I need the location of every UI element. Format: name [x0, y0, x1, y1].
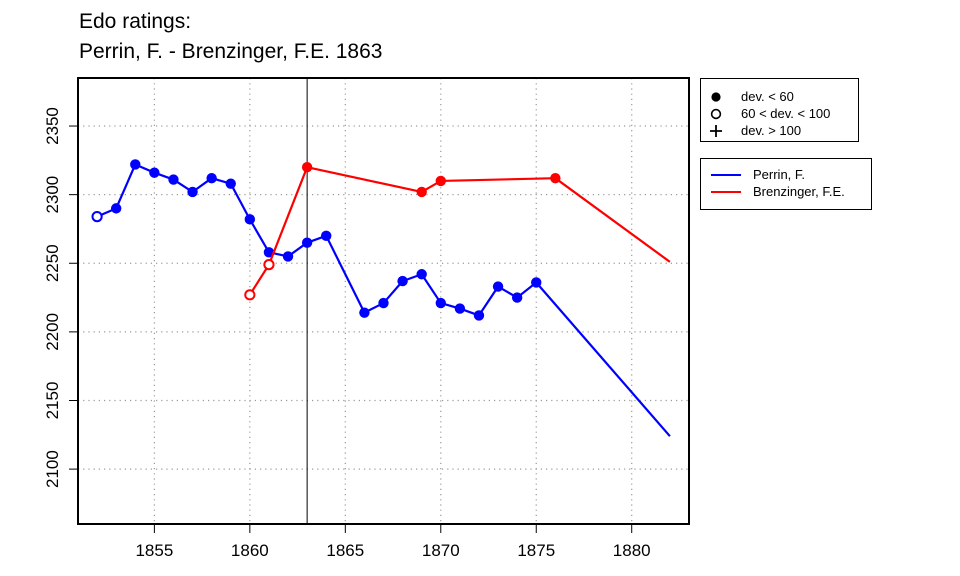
series-1-point-4	[435, 175, 446, 187]
series-0-point-20	[492, 281, 504, 292]
series-0-point-3	[149, 167, 160, 178]
series-line-1	[248, 166, 671, 296]
y-tick-label-2300: 2300	[43, 176, 62, 214]
series-0-point-0	[91, 211, 103, 223]
series-legend-label-1: Brenzinger, F.E.	[753, 184, 845, 199]
y-tick-label-2200: 2200	[43, 313, 62, 351]
x-tick-label-1870: 1870	[422, 541, 460, 560]
series-0-point-4	[168, 174, 179, 185]
marker-legend-label-1: 60 < dev. < 100	[741, 106, 831, 121]
series-0-point-15	[397, 275, 408, 287]
x-tick-label-1860: 1860	[231, 541, 269, 560]
marker-legend-label-0: dev. < 60	[741, 89, 794, 104]
y-tick-label-2350: 2350	[43, 107, 62, 145]
series-1-point-3	[416, 186, 427, 198]
series-legend-lines	[711, 174, 741, 193]
y-tick-label-2250: 2250	[43, 244, 62, 282]
marker-legend: dev. < 60 60 < dev. < 100 dev. > 100	[700, 78, 859, 142]
series-0-point-7	[225, 178, 236, 189]
series-0-point-5	[187, 186, 198, 198]
x-tick-label-1880: 1880	[613, 541, 651, 560]
series-0-point-6	[206, 172, 217, 184]
filled-circle-icon	[711, 92, 721, 102]
marker-legend-symbols	[710, 92, 722, 137]
x-tick-label-1875: 1875	[517, 541, 555, 560]
y-tick-label-2100: 2100	[43, 450, 62, 488]
series-0-point-11	[301, 237, 313, 248]
series-0-point-10	[282, 251, 294, 262]
series-0-point-9	[263, 247, 275, 258]
series-1-point-1	[263, 259, 275, 271]
chart-title-line-2: Perrin, F. - Brenzinger, F.E. 1863	[79, 40, 383, 63]
series-0-point-14	[378, 297, 389, 309]
x-tick-label-1865: 1865	[326, 541, 364, 560]
series-0-point-18	[454, 303, 466, 314]
plus-icon	[710, 125, 722, 137]
series-0-point-17	[435, 297, 446, 309]
series-0-point-1	[110, 203, 122, 214]
series-legend: Perrin, F. Brenzinger, F.E.	[700, 158, 872, 210]
series-0-point-22	[531, 277, 542, 288]
series-0-point-21	[511, 292, 523, 303]
x-tick-label-1855: 1855	[135, 541, 173, 560]
open-circle-icon	[710, 108, 722, 120]
series-0-point-12	[321, 230, 332, 242]
plot-frame	[77, 77, 690, 525]
series-0-point-16	[416, 269, 427, 280]
series-1-point-5	[550, 172, 561, 184]
series-1-point-0	[244, 289, 256, 301]
series-legend-label-0: Perrin, F.	[753, 167, 806, 182]
series-0-point-8	[244, 214, 256, 225]
series-0-point-19	[473, 310, 485, 321]
series-0-point-13	[359, 307, 370, 318]
series-1-point-2	[301, 162, 313, 173]
series-0-point-2	[130, 159, 141, 170]
marker-legend-label-2: dev. > 100	[741, 123, 802, 138]
y-tick-label-2150: 2150	[43, 382, 62, 420]
chart-title-line-1: Edo ratings:	[79, 10, 192, 33]
